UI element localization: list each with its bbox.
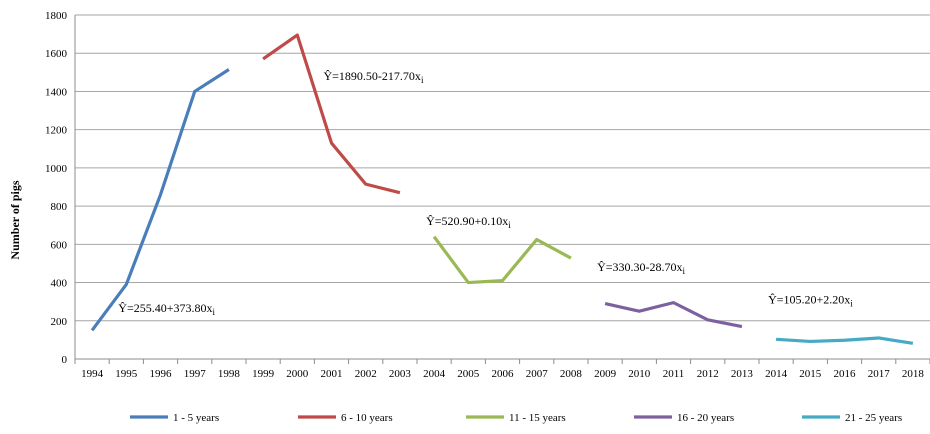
data-point bbox=[637, 309, 641, 313]
x-tick-label: 2013 bbox=[731, 368, 754, 380]
x-tick-label: 2017 bbox=[868, 368, 891, 380]
y-tick-label: 0 bbox=[62, 354, 68, 366]
x-tick-label: 2000 bbox=[286, 368, 309, 380]
series-line-5 bbox=[776, 336, 914, 345]
x-tick-label: 2001 bbox=[321, 368, 343, 380]
regression-equation: Ŷ=105.20+2.20xi bbox=[768, 293, 853, 309]
y-tick-label: 1800 bbox=[45, 10, 68, 22]
regression-annotations: Ŷ=255.40+373.80xi Ŷ=1890.50-217.70xi Ŷ=520… bbox=[118, 69, 853, 317]
x-tick-label: 2009 bbox=[594, 368, 617, 380]
data-point bbox=[672, 301, 676, 305]
data-point bbox=[398, 191, 402, 195]
regression-equation: Ŷ=255.40+373.80xi bbox=[118, 301, 215, 317]
x-tick-label: 1999 bbox=[252, 368, 275, 380]
data-point bbox=[877, 336, 881, 340]
x-tick-label: 2004 bbox=[423, 368, 446, 380]
legend-label-1: 1 - 5 years bbox=[173, 412, 219, 424]
series-line-3 bbox=[432, 235, 572, 285]
x-tick-label: 2002 bbox=[355, 368, 377, 380]
data-point bbox=[159, 193, 163, 197]
data-point bbox=[808, 339, 812, 343]
x-tick-label: 1997 bbox=[184, 368, 207, 380]
legend: 1 - 5 years 6 - 10 years 11 - 15 years 16 -… bbox=[130, 412, 902, 424]
regression-equation: Ŷ=520.90+0.10xi bbox=[426, 214, 511, 230]
legend-label-2: 6 - 10 years bbox=[341, 412, 393, 424]
data-point bbox=[364, 182, 368, 186]
x-tick-label: 2008 bbox=[560, 368, 583, 380]
x-tick-label: 2010 bbox=[628, 368, 651, 380]
data-point bbox=[569, 256, 573, 260]
y-tick-label: 1400 bbox=[45, 86, 68, 98]
legend-label-5: 21 - 25 years bbox=[845, 412, 902, 424]
data-point bbox=[706, 318, 710, 322]
series-line-4 bbox=[604, 301, 743, 329]
data-point bbox=[330, 141, 334, 145]
y-tick-label: 1200 bbox=[45, 125, 68, 137]
x-tick-label: 2015 bbox=[799, 368, 822, 380]
legend-label-4: 16 - 20 years bbox=[677, 412, 734, 424]
x-tick-label: 2007 bbox=[526, 368, 549, 380]
y-tick-label: 200 bbox=[51, 316, 68, 328]
y-tick-label: 800 bbox=[51, 201, 68, 213]
y-axis-title: Number of pigs bbox=[8, 180, 22, 259]
x-tick-label: 1995 bbox=[115, 368, 138, 380]
data-point bbox=[193, 89, 197, 93]
data-point bbox=[432, 235, 436, 239]
legend-label-3: 11 - 15 years bbox=[509, 412, 566, 424]
x-tick-label: 1998 bbox=[218, 368, 241, 380]
data-point bbox=[843, 338, 847, 342]
x-tick-label: 2016 bbox=[834, 368, 857, 380]
x-tick-label: 2003 bbox=[389, 368, 412, 380]
data-point bbox=[911, 341, 915, 345]
data-point bbox=[295, 33, 299, 37]
regression-equation: Ŷ=1890.50-217.70xi bbox=[324, 69, 424, 85]
x-tick-label: 2014 bbox=[765, 368, 788, 380]
data-point bbox=[774, 337, 778, 341]
data-point bbox=[603, 302, 607, 306]
series-line-2 bbox=[262, 33, 401, 195]
y-tick-label: 1600 bbox=[45, 48, 68, 60]
regression-equation: Ŷ=330.30-28.70xi bbox=[597, 260, 685, 276]
y-tick-label: 600 bbox=[51, 239, 68, 251]
gridlines bbox=[75, 14, 930, 322]
x-tick-label: 1996 bbox=[150, 368, 173, 380]
x-tick-label: 2018 bbox=[902, 368, 925, 380]
data-point bbox=[740, 325, 744, 329]
data-point bbox=[227, 67, 231, 71]
x-tick-label: 2005 bbox=[457, 368, 480, 380]
x-tick-label: 2006 bbox=[492, 368, 515, 380]
y-tick-label: 400 bbox=[51, 278, 68, 290]
data-point bbox=[501, 279, 505, 283]
x-tick-label: 1994 bbox=[81, 368, 104, 380]
data-point bbox=[90, 328, 94, 332]
data-point bbox=[466, 281, 470, 285]
data-point bbox=[535, 238, 539, 242]
y-tick-label: 1000 bbox=[45, 163, 68, 175]
data-point bbox=[124, 282, 128, 286]
x-tick-label: 2012 bbox=[697, 368, 719, 380]
series-line-1 bbox=[90, 68, 230, 332]
axes: 0 200 400 600 800 1000 1200 1400 1600 1800 1994 199… bbox=[45, 10, 930, 380]
x-tick-label: 2011 bbox=[663, 368, 685, 380]
data-point bbox=[261, 57, 265, 61]
series-lines bbox=[90, 33, 915, 345]
